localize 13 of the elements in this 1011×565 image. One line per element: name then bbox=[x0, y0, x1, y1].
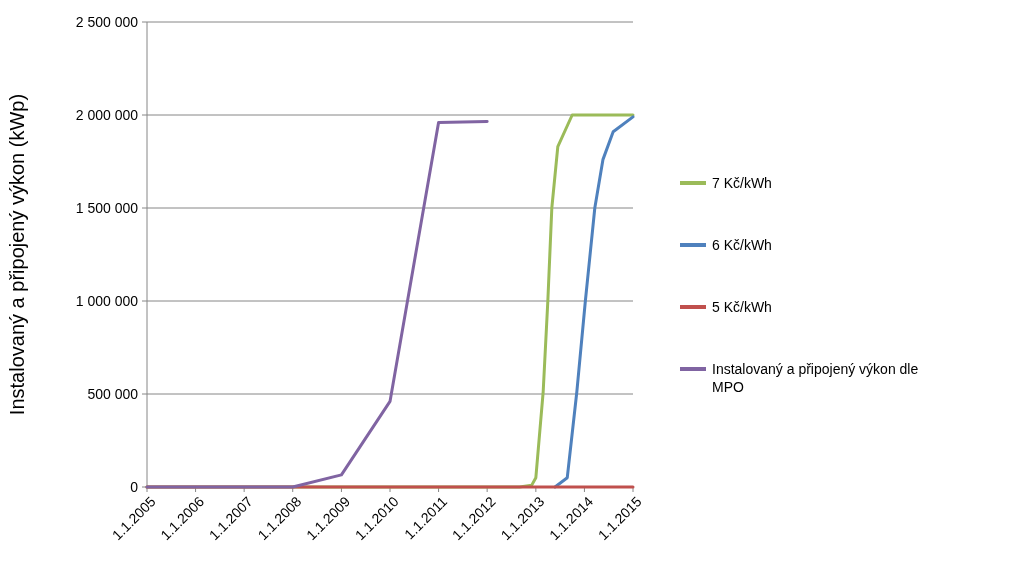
legend-label: 6 Kč/kWh bbox=[712, 236, 772, 253]
y-tick-label: 1 000 000 bbox=[75, 292, 139, 309]
legend-label: 5 Kč/kWh bbox=[712, 298, 772, 315]
line-series bbox=[553, 115, 635, 489]
legend-label: 7 Kč/kWh bbox=[712, 174, 772, 191]
y-tick-label: 2 500 000 bbox=[75, 13, 139, 30]
y-tick-label: 1 500 000 bbox=[75, 199, 139, 216]
line-series bbox=[145, 120, 489, 489]
y-axis-title: Instalovaný a připojený výkon (kWp) bbox=[6, 93, 28, 416]
legend-label: Instalovaný a připojený výkon dle MPO bbox=[712, 360, 919, 395]
y-tick-label: 500 000 bbox=[87, 385, 139, 402]
y-tick-label: 0 bbox=[130, 478, 139, 495]
y-tick-label: 2 000 000 bbox=[75, 106, 139, 123]
